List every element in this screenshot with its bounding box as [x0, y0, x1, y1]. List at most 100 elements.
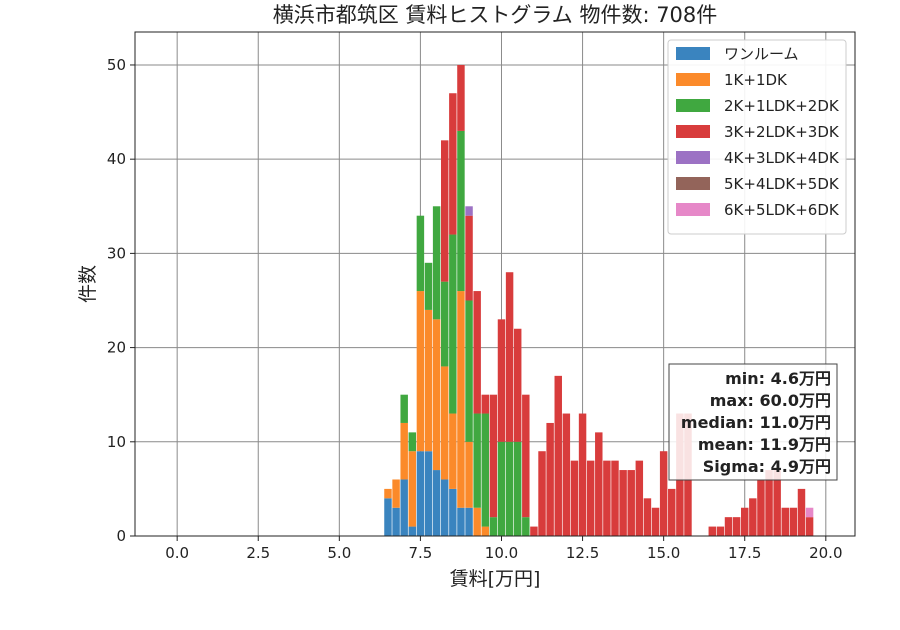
bar-segment-series-0	[457, 507, 465, 536]
bar-segment-series-2	[465, 300, 473, 442]
bar-segment-series-3	[668, 488, 676, 536]
bar-segment-series-3	[595, 432, 603, 536]
bar-segment-series-1	[449, 413, 457, 489]
bar-segment-series-3	[457, 64, 465, 131]
legend-label: ワンルーム	[724, 45, 799, 63]
x-ticks: 0.0 2.5 5.0 7.5 10.0 12.5 15.0 17.5 20.0	[165, 536, 843, 562]
bar-segment-series-2	[432, 206, 441, 320]
x-tick-label: 0.0	[165, 544, 189, 562]
legend-label: 2K+1LDK+2DK	[724, 97, 840, 115]
bar-segment-series-1	[441, 366, 449, 480]
bar-segment-series-2	[497, 441, 506, 536]
bar-segment-series-3	[522, 394, 530, 518]
bar-segment-series-3	[530, 526, 538, 536]
bar-segment-series-3	[505, 272, 514, 442]
bar-segment-series-2	[481, 413, 489, 527]
bar-segment-series-0	[408, 526, 417, 536]
plot-frame	[134, 31, 856, 537]
bar-segment-series-1	[400, 422, 408, 480]
bar-segment-series-3	[570, 460, 579, 536]
stats-box: min: 4.6万円 max: 60.0万円 median: 11.0万円 me…	[668, 363, 838, 481]
legend-label: 5K+4LDK+5DK	[724, 175, 840, 193]
bars-group	[384, 64, 814, 536]
legend-swatch	[676, 125, 710, 138]
stat-median: median: 11.0万円	[681, 413, 831, 432]
x-tick-label: 12.5	[566, 544, 599, 562]
stat-max: max: 60.0万円	[710, 391, 831, 410]
bar-segment-series-2	[505, 441, 514, 536]
y-tick-label: 10	[107, 433, 126, 451]
bar-segment-series-1	[416, 291, 425, 452]
bar-segment-series-0	[424, 451, 433, 536]
bar-segment-series-2	[457, 130, 465, 292]
bar-segment-series-3	[716, 526, 725, 536]
bar-segment-series-3	[765, 470, 773, 536]
bar-segment-series-0	[416, 451, 425, 536]
bar-segment-series-3	[562, 413, 571, 536]
bar-segment-series-0	[441, 479, 449, 536]
x-tick-label: 5.0	[327, 544, 351, 562]
stat-mean: mean: 11.9万円	[698, 435, 831, 454]
bar-segment-series-1	[384, 488, 392, 499]
bar-segment-series-3	[481, 394, 489, 414]
x-tick-label: 7.5	[408, 544, 432, 562]
y-axis-label: 件数	[77, 265, 99, 303]
bar-segment-series-2	[400, 394, 408, 423]
stats-box-frame	[668, 363, 838, 481]
x-tick-label: 17.5	[728, 544, 761, 562]
bar-segment-series-3	[619, 470, 627, 536]
bar-segment-series-3	[643, 498, 652, 536]
bar-segment-series-3	[789, 507, 798, 536]
stat-min: min: 4.6万円	[725, 369, 831, 388]
stat-sigma: Sigma: 4.9万円	[703, 457, 831, 476]
bar-segment-series-1	[465, 441, 473, 508]
bar-segment-series-3	[805, 517, 814, 536]
bar-segment-series-1	[481, 526, 489, 536]
y-tick-label: 40	[107, 150, 126, 168]
bar-segment-series-3	[497, 319, 506, 442]
y-tick-label: 50	[107, 56, 126, 74]
bar-segment-series-3	[513, 328, 522, 442]
bar-segment-series-1	[392, 479, 400, 508]
bar-segment-series-2	[522, 517, 530, 536]
x-axis-label: 賃料[万円]	[450, 568, 541, 590]
legend-swatch	[676, 99, 710, 112]
legend-box	[667, 39, 847, 235]
bar-segment-series-3	[465, 215, 473, 301]
legend-swatch	[676, 177, 710, 190]
bar-segment-series-0	[400, 479, 408, 536]
y-tick-label: 0	[116, 527, 126, 545]
bar-segment-series-6	[805, 507, 814, 518]
bar-segment-series-3	[732, 517, 741, 536]
bar-segment-series-2	[424, 262, 433, 310]
bar-segment-series-3	[724, 517, 733, 536]
bar-segment-series-2	[513, 441, 522, 536]
bar-segment-series-3	[627, 470, 635, 536]
bar-segment-series-1	[432, 319, 441, 471]
bar-segment-series-3	[538, 451, 546, 536]
bar-segment-series-0	[432, 470, 441, 536]
bar-segment-series-3	[578, 413, 587, 536]
bar-segment-series-3	[773, 470, 781, 536]
bar-segment-series-3	[611, 460, 619, 536]
bar-segment-series-3	[635, 460, 644, 536]
legend-swatch	[676, 73, 710, 86]
bar-segment-series-2	[441, 281, 449, 367]
legend: ワンルーム 1K+1DK 2K+1LDK+2DK 3K+2LDK+3DK 4K+3LDK…	[667, 39, 847, 235]
x-tick-label: 10.0	[485, 544, 518, 562]
bar-segment-series-3	[603, 460, 611, 536]
legend-swatch	[676, 47, 710, 60]
bar-segment-series-3	[473, 291, 481, 414]
bar-segment-series-3	[651, 507, 660, 536]
bar-segment-series-0	[392, 507, 400, 536]
bar-segment-series-1	[473, 507, 481, 536]
bar-segment-series-3	[741, 507, 749, 536]
y-ticks: 0 10 20 30 40 50	[107, 56, 135, 545]
legend-label: 1K+1DK	[724, 71, 788, 89]
bar-segment-series-0	[449, 488, 457, 536]
bar-segment-series-3	[546, 422, 554, 536]
bar-segment-series-0	[384, 498, 392, 536]
legend-label: 3K+2LDK+3DK	[724, 123, 840, 141]
bar-segment-series-3	[586, 460, 595, 536]
